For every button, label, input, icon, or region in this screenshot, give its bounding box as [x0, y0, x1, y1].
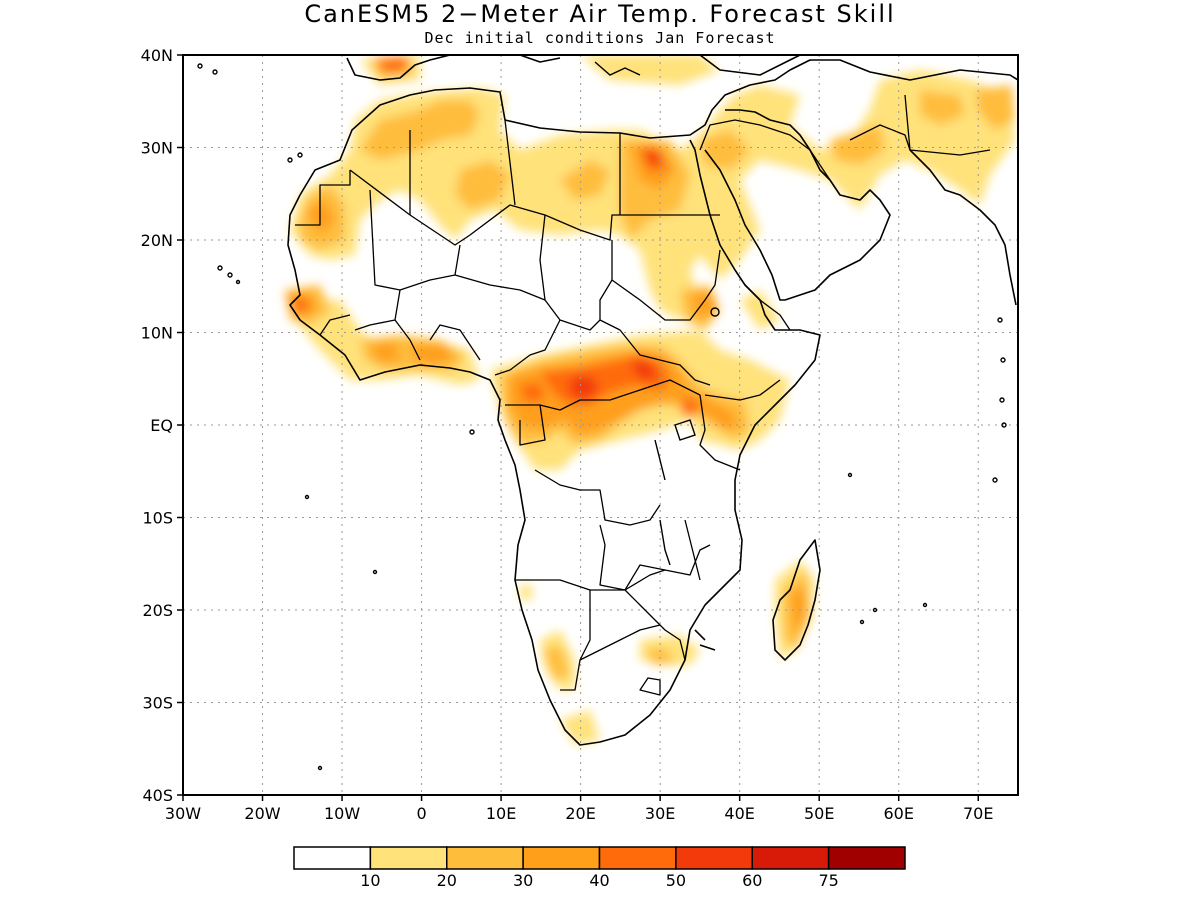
map-gridlines [183, 55, 1018, 795]
lat-tick-label: 20N [141, 231, 173, 250]
colorbar-swatch [369, 846, 448, 870]
map-subtitle: Dec initial conditions Jan Forecast [424, 29, 776, 47]
skill-shading [285, 55, 1015, 745]
colorbar-swatch [446, 846, 524, 870]
colorbar-swatch [675, 846, 753, 870]
lon-tick-label: 10E [486, 804, 516, 823]
colorbar-label: 75 [818, 871, 838, 890]
colorbar-label: 30 [513, 871, 533, 890]
colorbar-swatch [598, 846, 677, 870]
lat-tick-label: 20S [142, 601, 173, 620]
colorbar-label: 10 [360, 871, 380, 890]
lat-tick-label: 10S [142, 509, 173, 528]
lon-tick-label: 30E [645, 804, 675, 823]
lon-tick-label: 30W [165, 804, 201, 823]
lat-tick-label: 40N [141, 46, 173, 65]
colorbar-label: 40 [589, 871, 609, 890]
colorbar-label: 20 [437, 871, 457, 890]
lat-tick-label: 40S [142, 786, 173, 805]
colorbar-label: 50 [666, 871, 686, 890]
lat-tick-label: 10N [141, 324, 173, 343]
lon-tick-label: 50E [804, 804, 834, 823]
lon-tick-label: 70E [963, 804, 993, 823]
colorbar-swatch [751, 846, 830, 870]
colorbar-swatch [522, 846, 601, 870]
lat-tick-label: EQ [150, 416, 173, 435]
lakes-and-islands [197, 61, 1007, 771]
lat-tick-label: 30N [141, 139, 173, 158]
country-borders [295, 94, 991, 696]
coastlines [287, 55, 1018, 746]
latitude-axis: 40N 30N 20N 10N EQ 10S 20S 30S 40S [141, 46, 183, 805]
lon-tick-label: 20E [565, 804, 595, 823]
lon-tick-label: 60E [883, 804, 913, 823]
longitude-axis: 30W 20W 10W 0 10E 20E 30E 40E 50E 60E 70E [165, 795, 993, 823]
map-title: CanESM5 2−Meter Air Temp. Forecast Skill [304, 0, 896, 28]
colorbar-label: 60 [742, 871, 762, 890]
lon-tick-label: 0 [416, 804, 426, 823]
lon-tick-label: 40E [724, 804, 754, 823]
colorbar-swatch [827, 846, 906, 870]
lat-tick-label: 30S [142, 694, 173, 713]
lon-tick-label: 20W [244, 804, 280, 823]
lon-tick-label: 10W [324, 804, 360, 823]
colorbar-legend: 10 20 30 40 50 60 75 [293, 846, 906, 890]
colorbar-swatch [293, 846, 372, 870]
